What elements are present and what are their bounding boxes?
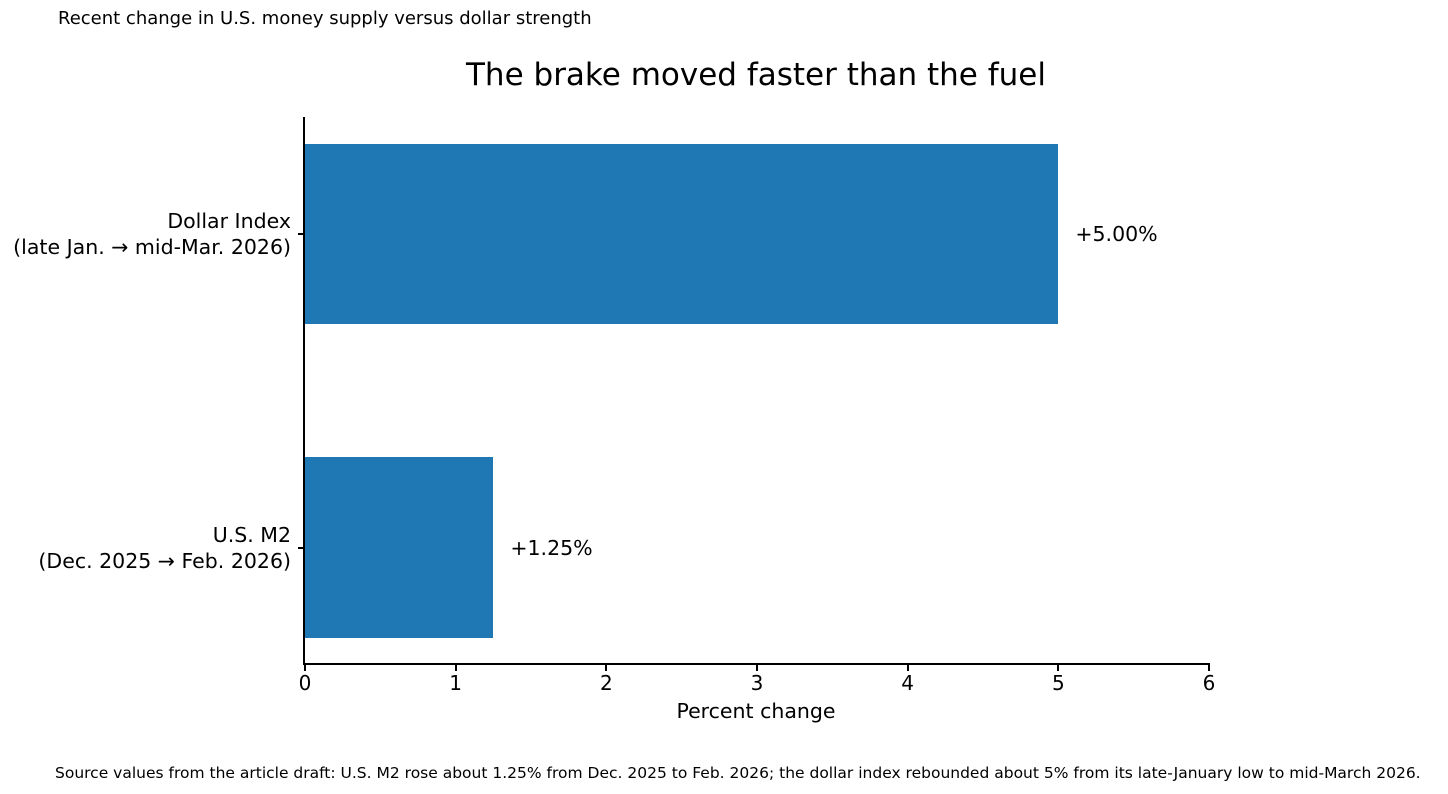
bar-1: [305, 143, 1059, 325]
y-tick-mark: [298, 233, 305, 235]
y-category-line2: (late Jan. → mid-Mar. 2026): [13, 235, 291, 259]
y-category-line1: Dollar Index: [167, 209, 291, 233]
x-tick-mark: [304, 663, 306, 671]
x-tick-label: 4: [901, 671, 915, 695]
x-tick-mark: [605, 663, 608, 671]
x-tick-label: 1: [449, 671, 463, 695]
plot-area: +5.00% Dollar Index (late Jan. → mid-Mar. …: [13, 117, 1215, 695]
x-tick-label: 3: [750, 671, 764, 695]
x-tick-label: 5: [1051, 671, 1065, 695]
x-tick-label: 6: [1202, 671, 1216, 695]
x-tick-mark: [1057, 663, 1060, 671]
y-category-line1: U.S. M2: [212, 522, 291, 547]
bar-value-label: +1.25%: [510, 535, 593, 560]
y-category-label: U.S. M2 (Dec. 2025 → Feb. 2026): [38, 522, 291, 574]
x-tick-label: 0: [298, 671, 312, 695]
x-axis-label: Percent change: [676, 699, 836, 723]
x-tick-mark: [1208, 663, 1210, 671]
bar-2: [305, 457, 494, 638]
y-tick-mark: [298, 546, 305, 549]
bar-value-label: +5.00%: [1075, 222, 1158, 246]
chart-title: The brake moved faster than the fuel: [466, 57, 1046, 93]
y-category-label: Dollar Index (late Jan. → mid-Mar. 2026): [13, 208, 291, 260]
x-tick-mark: [756, 663, 758, 671]
figure-note: Recent change in U.S. money supply versu…: [58, 8, 592, 29]
x-tick-label: 2: [599, 671, 613, 695]
x-tick-mark: [906, 663, 909, 671]
y-category-line2: (Dec. 2025 → Feb. 2026): [38, 548, 291, 573]
x-tick-mark: [454, 663, 457, 671]
source-note: Source values from the article draft: U.…: [55, 764, 1421, 782]
